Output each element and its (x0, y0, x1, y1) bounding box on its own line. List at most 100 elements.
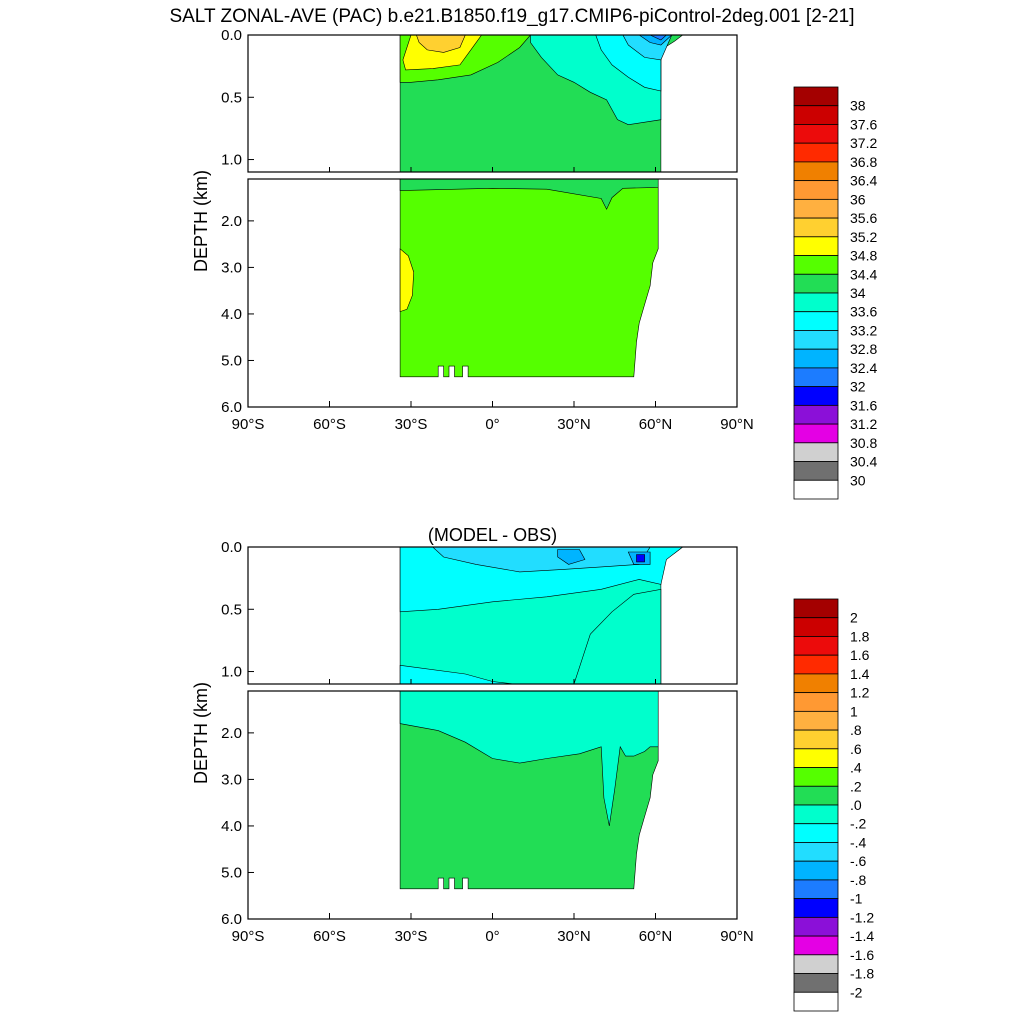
colorbar-swatch (793, 916, 839, 937)
colorbar-label: -1 (850, 891, 863, 907)
colorbar-swatch (793, 617, 839, 637)
colorbar-swatch (793, 654, 839, 675)
contour-region-upper (573, 588, 662, 684)
y-tick-label: 0.0 (221, 27, 242, 44)
x-tick-label: 60°S (313, 416, 346, 433)
colorbar-label: 1.8 (850, 628, 870, 644)
contour-region-upper (416, 35, 466, 53)
colorbar-swatch (793, 161, 839, 182)
colorbar-label: 1 (850, 703, 858, 719)
colorbar-swatch (793, 823, 839, 843)
salinity-panel: 90°S 60°S 30°S 0° 30°N 60°N 90°N 0.0 0.5 1.0 2.0 3.… (191, 27, 877, 500)
panel-subtitle: (MODEL - OBS) (428, 525, 557, 545)
colorbar-swatch (793, 198, 839, 219)
y-tick-label: 6.0 (221, 911, 242, 928)
y-tick-label: 4.0 (221, 818, 242, 835)
y-tick-label: 2.0 (221, 725, 242, 742)
colorbar-label: 31.2 (850, 416, 877, 432)
colorbar-label: 34.4 (850, 266, 877, 282)
colorbar-swatch (793, 598, 839, 619)
y-axis-title: DEPTH (km) (191, 170, 211, 272)
colorbar-swatch (793, 710, 839, 731)
colorbar-swatch (793, 935, 839, 956)
y-tick-label: 3.0 (221, 259, 242, 276)
colorbar-swatch (793, 860, 839, 881)
colorbar-label: 36.8 (850, 154, 877, 170)
x-tick-label: 0° (485, 416, 499, 433)
y-tick-label: 4.0 (221, 306, 242, 323)
x-tick-label: 60°S (313, 928, 346, 945)
colorbar-swatch (793, 842, 839, 862)
colorbar-label: 30.4 (850, 454, 877, 470)
x-tick-label: 0° (485, 928, 499, 945)
colorbar-swatch (793, 748, 839, 768)
colorbar-swatch (793, 767, 839, 787)
colorbar-swatch (793, 879, 839, 900)
colorbar-swatch (793, 898, 839, 918)
colorbar-swatch (793, 954, 839, 974)
contour-region-upper (557, 549, 586, 565)
colorbar-label: 1.2 (850, 685, 870, 701)
colorbar-label: 32.8 (850, 341, 877, 357)
y-tick-label: 0.5 (221, 89, 242, 106)
colorbar-swatch (793, 180, 839, 200)
colorbar-label: 36.4 (850, 173, 877, 189)
colorbar: 38 37.6 37.2 36.8 36.4 36 35.6 35.2 34.8 34.4 34 33… (793, 86, 877, 500)
colorbar-swatch (793, 423, 839, 444)
y-tick-label: 6.0 (221, 399, 242, 416)
x-tick-label: 30°S (395, 928, 428, 945)
colorbar-swatch (793, 673, 839, 694)
colorbar-swatch (793, 386, 839, 406)
upper-section-field (399, 547, 684, 684)
colorbar-label: 33.6 (850, 304, 877, 320)
colorbar-label: -.2 (850, 816, 867, 832)
colorbar-label: 34 (850, 285, 866, 301)
x-tick-label: 90°N (720, 416, 754, 433)
x-tick-label: 90°S (232, 928, 265, 945)
colorbar-swatch (793, 442, 839, 462)
x-tick-label: 60°N (639, 928, 673, 945)
colorbar-label: 2 (850, 610, 858, 626)
colorbar-swatch (793, 785, 839, 806)
contour-region-lower (399, 179, 659, 210)
colorbar-label: -1.8 (850, 966, 874, 982)
x-tick-label: 90°N (720, 928, 754, 945)
colorbar-swatch (793, 292, 839, 313)
contour-region-upper (636, 554, 645, 563)
colorbar-swatch (793, 311, 839, 331)
contour-region-lower (399, 248, 415, 313)
colorbar-swatch (793, 729, 839, 750)
colorbar-swatch (793, 636, 839, 656)
colorbar-label: 37.6 (850, 116, 877, 132)
colorbar-swatch (793, 461, 839, 481)
colorbar-label: 1.4 (850, 666, 870, 682)
colorbar-label: 31.6 (850, 397, 877, 413)
colorbar-label: 35.2 (850, 229, 877, 245)
colorbar-label: 30 (850, 472, 866, 488)
colorbar-swatch (793, 273, 839, 294)
colorbar-label: 37.2 (850, 135, 877, 151)
y-tick-label: 0.5 (221, 601, 242, 618)
lower-section-field (399, 691, 659, 890)
colorbar-swatch (793, 479, 839, 500)
colorbar-swatch (793, 330, 839, 350)
contour-region-upper (649, 35, 667, 41)
upper-section-field (399, 35, 684, 172)
y-tick-label: 5.0 (221, 864, 242, 881)
colorbar-swatch (793, 217, 839, 238)
colorbar: 21.81.61.41.21.8.6.4.2.0-.2-.4-.6-.8-1-1… (793, 598, 874, 1012)
colorbar-label: 1.6 (850, 647, 870, 663)
colorbar-swatch (793, 124, 839, 144)
colorbar-label: 34.8 (850, 248, 877, 264)
x-tick-label: 60°N (639, 416, 673, 433)
colorbar-label: 32 (850, 379, 866, 395)
y-tick-label: 1.0 (221, 152, 242, 169)
main-title: SALT ZONAL-AVE (PAC) b.e21.B1850.f19_g17… (169, 6, 855, 27)
colorbar-label: -.6 (850, 853, 867, 869)
colorbar-label: 33.2 (850, 322, 877, 338)
colorbar-label: -1.2 (850, 909, 874, 925)
y-tick-label: 2.0 (221, 213, 242, 230)
colorbar-label: .2 (850, 778, 862, 794)
colorbar-swatch (793, 404, 839, 425)
